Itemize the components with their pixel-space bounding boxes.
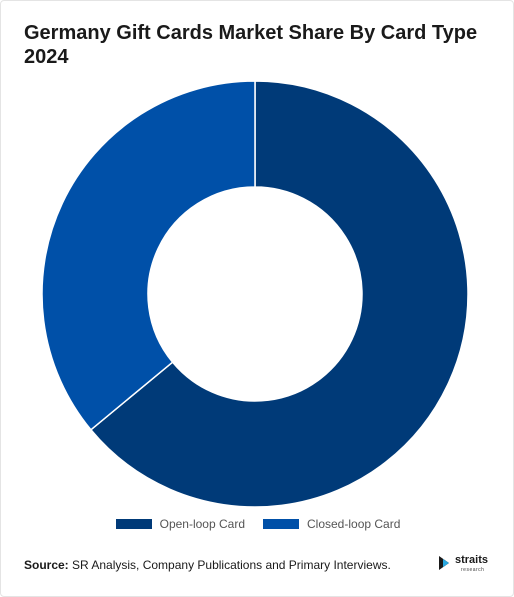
legend-item-closed-loop[interactable]: Closed-loop Card [263, 517, 400, 531]
legend-swatch [263, 519, 299, 529]
legend-swatch [115, 519, 152, 529]
logo-sub: research [461, 567, 485, 573]
logo-name: straits [455, 554, 489, 566]
slice-closed-loop-card[interactable] [41, 80, 256, 431]
donut-chart [41, 80, 469, 508]
legend-label: Closed-loop Card [307, 517, 401, 531]
source-note: Source: SR Analysis, Company Publication… [24, 558, 391, 572]
slice-open-loop-card[interactable] [89, 80, 469, 508]
straits-logo-icon [439, 556, 449, 570]
straits-logo: straits research [437, 554, 497, 576]
legend-label: Open-loop Card [159, 517, 245, 531]
source-label: Source: [24, 558, 69, 572]
chart-title: Germany Gift Cards Market Share By Card … [24, 22, 478, 68]
legend-item-open-loop[interactable]: Open-loop Card [115, 517, 245, 531]
legend: Open-loop Card Closed-loop Card [1, 517, 514, 531]
source-text: SR Analysis, Company Publications and Pr… [68, 558, 391, 572]
